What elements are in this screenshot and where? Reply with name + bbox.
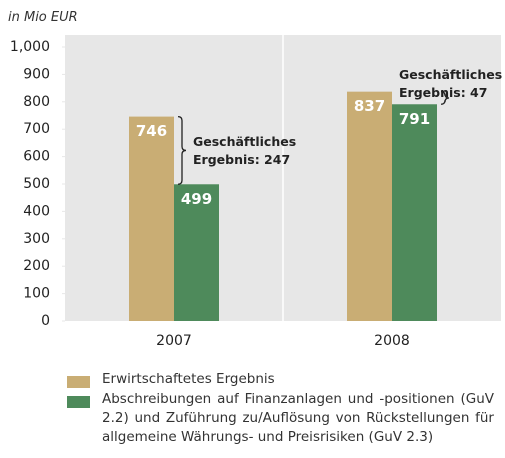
y-tick-label: 800 — [23, 94, 50, 110]
data-label: 499 — [181, 190, 212, 208]
y-tick-label: 1,000 — [10, 39, 50, 55]
bar — [174, 184, 219, 321]
y-tick-label: 600 — [23, 149, 50, 165]
data-label: 746 — [136, 122, 167, 140]
legend-swatch — [67, 396, 90, 408]
x-tick-label: 2008 — [374, 333, 410, 349]
y-tick-label: 500 — [23, 176, 50, 192]
y-tick-label: 900 — [23, 66, 50, 82]
data-label: 791 — [399, 110, 430, 128]
annotation: Geschäftliches Ergebnis: 47 — [399, 67, 503, 100]
annotation: Geschäftliches Ergebnis: 247 — [193, 134, 297, 167]
y-axis-label: in Mio EUR — [8, 10, 78, 25]
brace — [177, 115, 187, 185]
y-tick-label: 400 — [23, 203, 50, 219]
x-tick-label: 2007 — [156, 333, 192, 349]
bar — [347, 91, 392, 321]
legend-label: Erwirtschaftetes Ergebnis — [102, 371, 275, 387]
brace — [440, 91, 450, 105]
y-tick-label: 200 — [23, 258, 50, 274]
y-tick-label: 0 — [41, 313, 50, 329]
y-tick-label: 100 — [23, 286, 50, 302]
bar — [129, 116, 174, 321]
y-tick-label: 300 — [23, 231, 50, 247]
data-label: 837 — [354, 97, 385, 115]
bar — [392, 104, 437, 322]
y-tick-label: 700 — [23, 121, 50, 137]
legend-swatch — [67, 376, 90, 388]
legend-label: Abschreibungen auf Finanzanlagen und -po… — [102, 391, 494, 445]
